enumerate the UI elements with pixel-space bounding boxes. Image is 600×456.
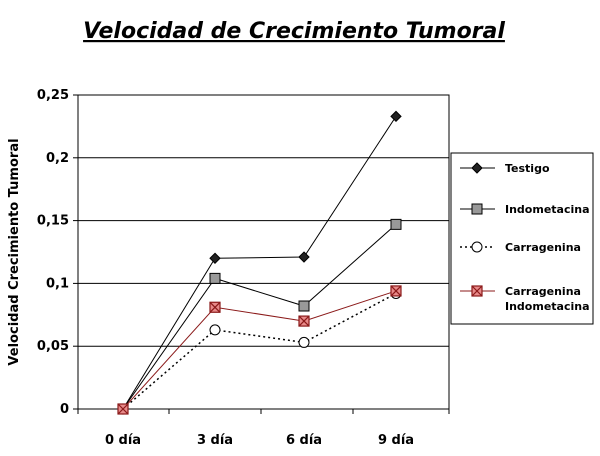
x-axis: 0 día 3 día 6 día 9 día	[77, 409, 450, 448]
x-tick-label: 3 día	[197, 433, 233, 448]
plot-area	[77, 94, 450, 410]
series-line	[122, 223, 397, 410]
data-point	[298, 336, 310, 348]
data-point	[390, 285, 402, 297]
chart-title: Velocidad de Crecimiento Tumoral	[83, 19, 505, 44]
legend-marker	[471, 203, 483, 215]
y-tick-label: 0,15	[37, 214, 69, 229]
x-tick-label: 9 día	[378, 433, 414, 448]
data-point	[209, 324, 221, 336]
legend-item: Indometacina	[460, 203, 590, 216]
gridlines	[78, 157, 449, 347]
legend-item: Carragenina	[460, 241, 581, 254]
legend-item: Testigo	[460, 162, 550, 175]
legend-label: Indometacina	[505, 203, 590, 216]
x-tick-label: 0 día	[105, 433, 141, 448]
data-point	[117, 403, 129, 415]
legend: TestigoIndometacinaCarrageninaCarragenin…	[460, 162, 590, 313]
data-point	[298, 251, 310, 263]
legend-label: Carragenina	[505, 285, 581, 298]
y-axis-label: Velocidad Crecimiento Tumoral	[7, 138, 22, 365]
y-axis: 0 0,05 0,1 0,15 0,2 0,25	[37, 88, 78, 417]
legend-marker	[471, 162, 483, 174]
legend-label: Testigo	[505, 162, 550, 175]
legend-box	[450, 152, 594, 325]
legend-item: Carragenina Indometacina	[460, 285, 590, 313]
x-tick-label: 6 día	[286, 433, 322, 448]
data-point	[209, 272, 221, 284]
series-line	[122, 290, 397, 410]
data-point	[209, 252, 221, 264]
data-point	[390, 110, 402, 123]
data-point	[298, 300, 310, 312]
legend-marker	[471, 285, 483, 297]
y-tick-label: 0,05	[37, 339, 69, 354]
legend-label: Indometacina	[505, 300, 590, 313]
series-line	[122, 292, 397, 410]
series-group	[117, 110, 402, 415]
series-line	[122, 116, 397, 410]
data-point	[209, 301, 221, 313]
legend-marker	[471, 241, 483, 253]
data-point	[298, 315, 310, 327]
y-tick-label: 0,2	[46, 151, 69, 166]
y-tick-label: 0,1	[46, 276, 69, 291]
legend-label: Carragenina	[505, 241, 581, 254]
data-point	[390, 218, 402, 230]
y-tick-label: 0,25	[37, 88, 69, 103]
y-tick-label: 0	[60, 402, 69, 417]
